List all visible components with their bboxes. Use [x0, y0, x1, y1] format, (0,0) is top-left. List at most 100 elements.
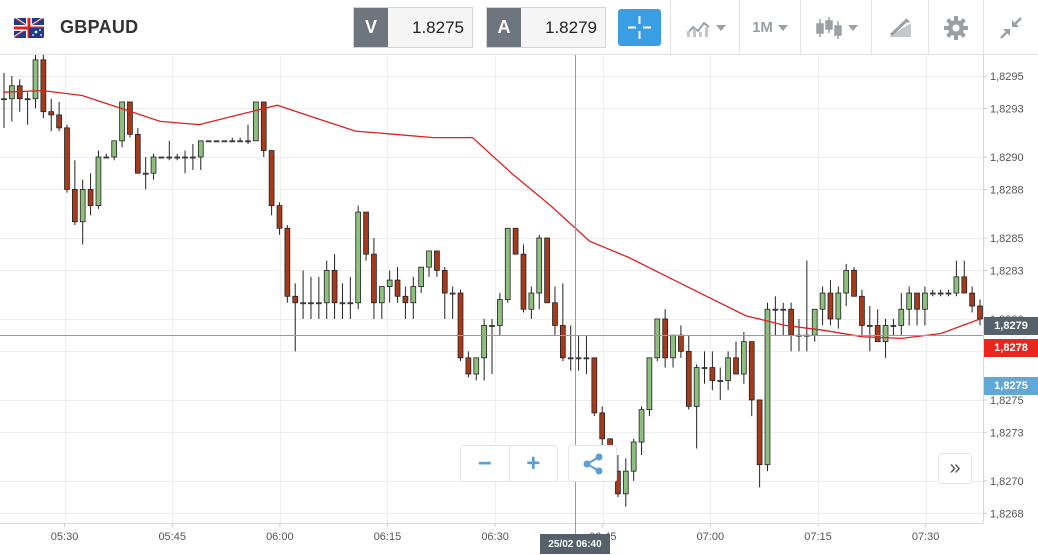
candle-body-up [481, 325, 487, 359]
chart-toolbar: GBPAUD V 1.8275 A 1.8279 1M [0, 0, 1038, 55]
candle-body-up [315, 302, 322, 305]
chart-area[interactable]: 1,8295 1,8293 1,8290 1,8288 1,8285 1,8283 1,82… [0, 55, 1038, 555]
candle-body-up [323, 269, 330, 304]
candle-body-up [890, 325, 897, 327]
scroll-to-latest-button[interactable]: » [938, 453, 972, 484]
chart-type-dropdown[interactable] [671, 0, 739, 55]
timeframe-label: 1M [752, 19, 773, 36]
candle-body-up [945, 292, 952, 295]
share-icon [583, 453, 602, 474]
candle-body-up [449, 292, 456, 295]
buy-price-button[interactable]: A 1.8279 [486, 7, 606, 48]
candle-body-up [937, 292, 944, 295]
candle-body-up [622, 470, 629, 495]
sell-label: V [354, 8, 388, 47]
candle-body-up [190, 156, 196, 159]
candle-body-down [969, 292, 975, 307]
candle-body-down [512, 227, 519, 255]
candle-body-up [693, 367, 700, 407]
zoom-in-button[interactable]: + [526, 449, 541, 477]
gb-au-flag-icon [14, 17, 44, 38]
candle-body-up [528, 292, 535, 310]
candle-body-up [1, 98, 7, 101]
collapse-button[interactable] [984, 0, 1038, 55]
candle-body-up [906, 292, 913, 310]
candle-body-down [87, 189, 94, 207]
candle-body-down [709, 367, 716, 381]
candle-body-up [237, 140, 243, 143]
candle-body-down [859, 295, 865, 326]
candle-body-down [685, 350, 692, 407]
toolbar-divider [670, 0, 671, 55]
candlestick-chart[interactable]: 1,8295 1,8293 1,8290 1,8288 1,8285 1,8283 1,82… [0, 55, 1038, 555]
candle-body-up [953, 276, 960, 294]
crosshair-button[interactable] [618, 9, 661, 46]
candle-body-up [725, 357, 731, 381]
candle-style-dropdown[interactable] [801, 0, 871, 55]
timeframe-dropdown[interactable]: 1M [740, 0, 800, 55]
candle-body-up [213, 140, 220, 143]
bid-price-tag: 1,8275 [984, 377, 1038, 395]
candle-body-up [835, 292, 842, 320]
toolbar-divider [983, 0, 984, 55]
candle-body-up [32, 59, 39, 100]
candle-body-up [497, 299, 503, 326]
chevron-down-icon [847, 24, 858, 31]
candle-body-down [134, 133, 141, 174]
candle-body-down [591, 357, 598, 414]
price-tick-label: 1,8270 [990, 476, 1024, 488]
sell-price-value: 1.8275 [388, 8, 472, 47]
candle-body-down [260, 101, 267, 151]
share-button[interactable] [568, 445, 617, 482]
candle-body-down [827, 292, 834, 320]
candle-body-up [221, 140, 228, 143]
candle-body-down [441, 269, 448, 294]
price-tick-label: 1,8268 [990, 508, 1024, 520]
candle-body-down [331, 269, 338, 304]
chevron-down-icon [777, 24, 788, 31]
candle-body-up [339, 302, 346, 305]
candle-body-up [646, 357, 653, 411]
candle-body-up [142, 172, 149, 175]
symbol-selector[interactable]: GBPAUD [14, 0, 138, 55]
chevron-down-icon [715, 24, 726, 31]
price-tick-label: 1,8288 [990, 184, 1024, 196]
candle-body-up [811, 308, 818, 336]
candle-body-up [418, 266, 425, 287]
candle-body-up [922, 292, 928, 310]
candle-body-up [741, 341, 747, 375]
sell-price-button[interactable]: V 1.8275 [353, 7, 473, 48]
candle-body-up [764, 308, 771, 466]
drawing-tools-button[interactable] [872, 0, 928, 55]
toolbar-divider [871, 0, 872, 55]
buy-label: A [487, 8, 521, 47]
candle-body-up [843, 269, 850, 294]
candle-body-down [615, 470, 621, 495]
candle-body-up [166, 156, 173, 159]
candlestick-icon [815, 16, 842, 39]
candle-body-down [48, 111, 55, 116]
price-tick-label: 1,8275 [990, 395, 1024, 407]
candle-body-down [544, 237, 550, 304]
zoom-out-button[interactable]: − [477, 449, 492, 477]
candle-body-up [111, 140, 118, 158]
settings-button[interactable] [929, 0, 983, 55]
candle-body-down [371, 253, 377, 304]
candle-body-up [103, 156, 110, 159]
candle-body-down [678, 334, 684, 352]
current-price-tag: 1,8279 [984, 317, 1038, 335]
candle-body-up [819, 292, 826, 310]
candle-body-up [229, 140, 236, 143]
time-tick-label: 07:00 [697, 531, 725, 543]
candle-body-down [599, 412, 606, 440]
candle-body-up [567, 357, 574, 360]
price-tick-label: 1,8283 [990, 265, 1024, 277]
candle-body-up [355, 211, 362, 304]
symbol-name: GBPAUD [60, 17, 139, 37]
line-chart-icon [685, 21, 710, 37]
candle-body-down [363, 211, 369, 255]
candle-body-down [662, 318, 669, 359]
candle-body-down [552, 302, 558, 326]
price-tick-label: 1,8290 [990, 152, 1024, 164]
candle-body-down [788, 308, 794, 336]
